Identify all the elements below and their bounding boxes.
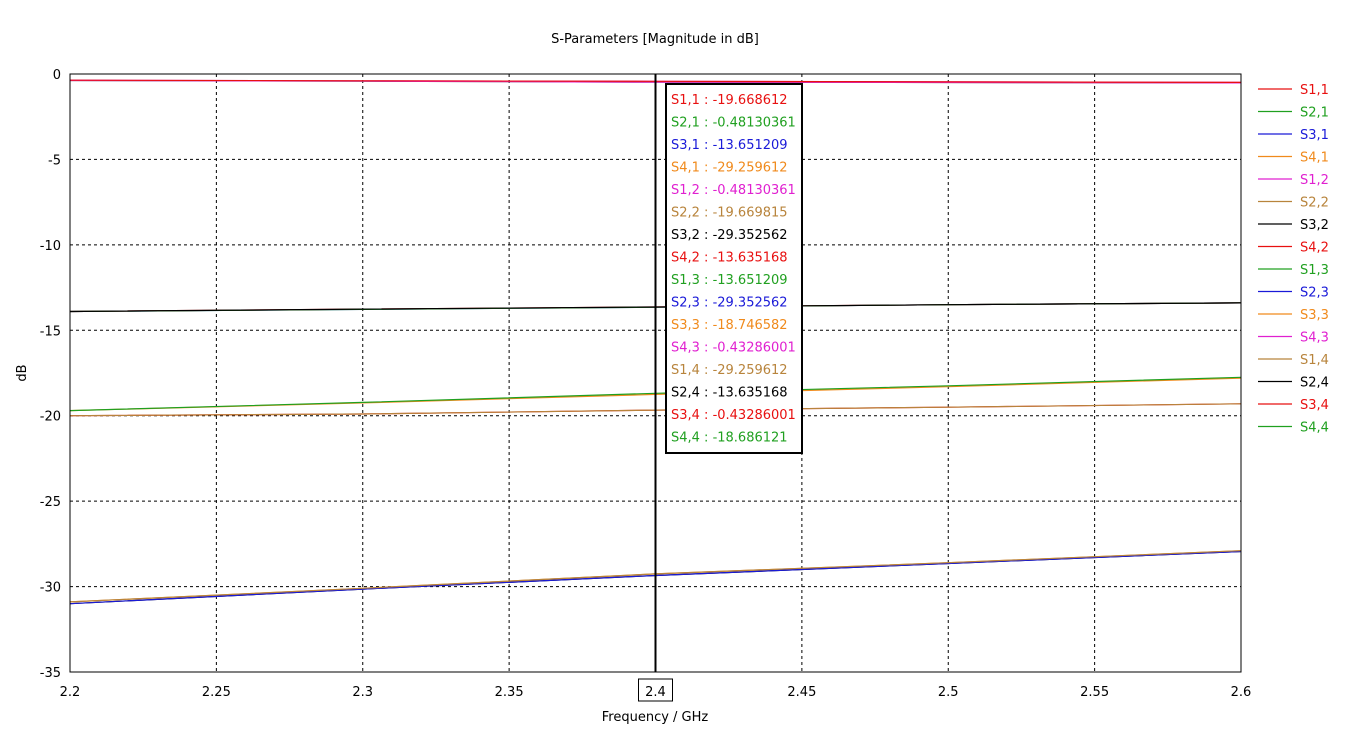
readout-line: S2,2 : -19.669815 bbox=[671, 206, 788, 221]
readout-box-frame bbox=[665, 83, 803, 454]
y-tick-label: -30 bbox=[40, 581, 61, 596]
readout-line: S3,3 : -18.746582 bbox=[671, 318, 788, 333]
readout-line: S3,1 : -13.651209 bbox=[671, 138, 788, 153]
readout-line: S3,4 : -0.43286001 bbox=[671, 408, 796, 423]
y-tick-label: 0 bbox=[53, 68, 61, 83]
x-tick-label: 2.25 bbox=[202, 685, 231, 700]
readout-line: S3,2 : -29.352562 bbox=[671, 228, 788, 243]
legend-label: S3,2 bbox=[1300, 218, 1329, 233]
y-tick-label: -25 bbox=[40, 495, 61, 510]
legend-label: S4,3 bbox=[1300, 331, 1329, 346]
legend-label: S2,2 bbox=[1300, 196, 1329, 211]
legend-label: S1,2 bbox=[1300, 173, 1329, 188]
y-tick-label: -15 bbox=[40, 324, 61, 339]
legend-label: S2,4 bbox=[1300, 376, 1329, 391]
legend-label: S2,3 bbox=[1300, 286, 1329, 301]
legend-label: S3,4 bbox=[1300, 398, 1329, 413]
x-tick-label: 2.3 bbox=[352, 685, 373, 700]
readout-line: S1,2 : -0.48130361 bbox=[671, 183, 796, 198]
marker-readout-box: S1,1 : -19.668612 S2,1 : -0.48130361 S3,1 … bbox=[665, 83, 803, 454]
readout-line: S2,1 : -0.48130361 bbox=[671, 116, 796, 131]
legend-label: S1,1 bbox=[1300, 83, 1329, 98]
readout-line: S1,3 : -13.651209 bbox=[671, 273, 788, 288]
legend-label: S3,1 bbox=[1300, 128, 1329, 143]
readout-line: S4,4 : -18.686121 bbox=[671, 431, 788, 446]
y-tick-label: -35 bbox=[40, 666, 61, 681]
x-tick-labels: 2.2 2.25 2.3 2.35 2.4 2.45 2.5 2.55 2.6 bbox=[60, 685, 1252, 700]
x-tick-label: 2.55 bbox=[1080, 685, 1109, 700]
y-tick-label: -20 bbox=[40, 410, 61, 425]
legend-label: S1,3 bbox=[1300, 263, 1329, 278]
legend-label: S4,1 bbox=[1300, 151, 1329, 166]
x-axis-label: Frequency / GHz bbox=[602, 710, 709, 725]
legend-label: S3,3 bbox=[1300, 308, 1329, 323]
y-tick-label: -10 bbox=[40, 239, 61, 254]
readout-line: S2,3 : -29.352562 bbox=[671, 296, 788, 311]
x-tick-label: 2.35 bbox=[495, 685, 524, 700]
legend-label: S4,2 bbox=[1300, 241, 1329, 256]
legend-label: S1,4 bbox=[1300, 353, 1329, 368]
x-tick-label: 2.2 bbox=[60, 685, 81, 700]
readout-line: S1,4 : -29.259612 bbox=[671, 363, 788, 378]
marker-label: 2.4 bbox=[645, 685, 666, 700]
legend-label: S4,4 bbox=[1300, 421, 1329, 436]
readout-line: S2,4 : -13.635168 bbox=[671, 386, 788, 401]
x-tick-label: 2.5 bbox=[938, 685, 959, 700]
legend-label: S2,1 bbox=[1300, 106, 1329, 121]
frequency-marker[interactable]: 2.4 bbox=[638, 74, 673, 702]
y-tick-label: -5 bbox=[48, 153, 61, 168]
y-axis-label: dB bbox=[15, 364, 30, 381]
readout-line: S4,2 : -13.635168 bbox=[671, 251, 788, 266]
readout-line: S4,1 : -29.259612 bbox=[671, 161, 788, 176]
marker-label-box[interactable] bbox=[638, 678, 673, 702]
x-tick-label: 2.6 bbox=[1231, 685, 1252, 700]
legend: S1,1 S2,1 S3,1 S4,1 S1,2 S2,2 S3,2 S4,2 S1,3 S2,3… bbox=[1258, 83, 1329, 436]
y-tick-labels: 0 -5 -10 -15 -20 -25 -30 -35 bbox=[40, 68, 61, 681]
readout-line: S1,1 : -19.668612 bbox=[671, 93, 788, 108]
chart-title: S-Parameters [Magnitude in dB] bbox=[551, 32, 759, 47]
readout-line: S4,3 : -0.43286001 bbox=[671, 341, 796, 356]
x-tick-label: 2.45 bbox=[787, 685, 816, 700]
